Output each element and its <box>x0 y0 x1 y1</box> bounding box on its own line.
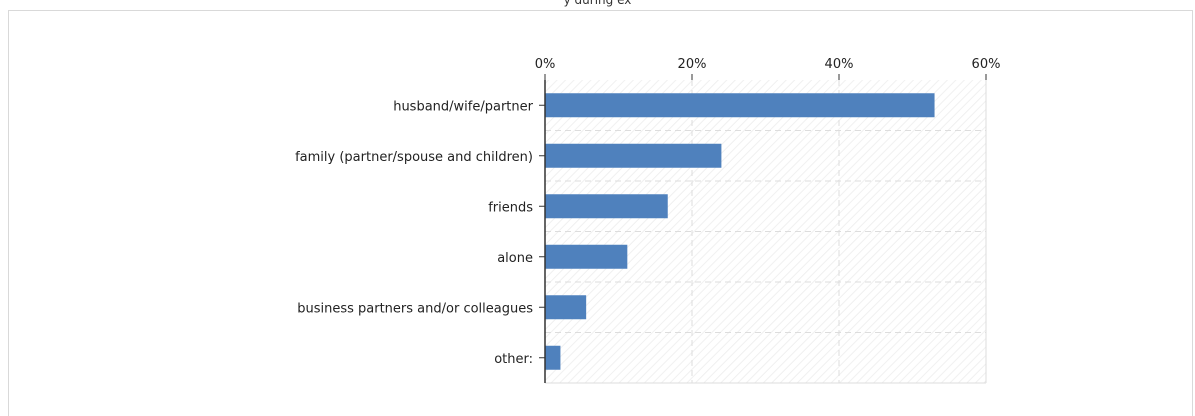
category-label: business partners and/or colleagues <box>297 301 533 316</box>
category-label: friends <box>488 200 533 215</box>
x-tick-label: 40% <box>825 57 854 72</box>
y-axis: husband/wife/partner family (partner/spou… <box>295 80 546 383</box>
category-label: husband/wife/partner <box>393 99 533 114</box>
bar <box>545 194 668 219</box>
x-tick-label: 60% <box>972 57 1001 72</box>
x-tick-label: 20% <box>678 57 707 72</box>
category-label: alone <box>497 251 533 266</box>
bars <box>545 93 935 370</box>
bar <box>545 295 587 320</box>
chart-title-fragment: y during ex <box>563 0 632 7</box>
bar <box>545 345 561 370</box>
x-axis: 0% 20% 40% 60% <box>535 57 1001 80</box>
grid-lines <box>545 80 987 384</box>
x-tick-label: 0% <box>535 57 556 72</box>
bar <box>545 244 628 269</box>
bar <box>545 93 935 118</box>
category-label: other: <box>494 352 533 367</box>
category-label: family (partner/spouse and children) <box>295 150 533 165</box>
bar <box>545 143 722 168</box>
